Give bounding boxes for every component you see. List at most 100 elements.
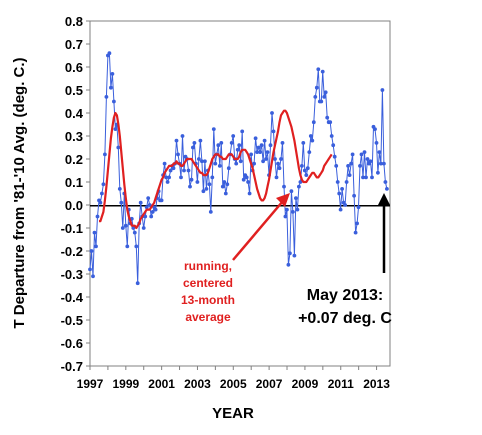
monthly-data-point — [168, 168, 173, 173]
monthly-data-point — [314, 85, 319, 90]
x-tick-marks — [89, 366, 378, 370]
monthly-data-point — [89, 249, 94, 253]
y-tick-label: 0.8 — [65, 14, 83, 29]
x-tick-label: 1997 — [77, 377, 104, 391]
monthly-data-point — [235, 147, 240, 152]
monthly-data-point — [283, 214, 288, 219]
monthly-data-point — [225, 182, 230, 187]
monthly-data-point — [120, 226, 125, 230]
monthly-data-point — [213, 161, 218, 166]
monthly-data-point — [355, 221, 359, 226]
monthly-data-point — [240, 129, 245, 134]
monthly-data-point — [331, 143, 336, 148]
monthly-data-point — [164, 175, 169, 180]
monthly-data-point — [370, 175, 374, 180]
monthly-data-point — [359, 152, 364, 157]
monthly-data-point — [349, 161, 353, 166]
monthly-data-point — [231, 134, 236, 138]
y-tick-marks — [86, 20, 90, 367]
x-tick-label: 2001 — [148, 377, 175, 391]
red-arrow-head — [276, 193, 290, 207]
monthly-data-point — [347, 173, 352, 178]
monthly-data-point — [256, 145, 261, 150]
monthly-data-point — [123, 223, 128, 228]
monthly-data-point — [307, 150, 312, 155]
monthly-data-point — [365, 157, 370, 161]
monthly-data-point — [162, 161, 167, 166]
monthly-data-point — [219, 141, 224, 145]
monthly-data-point — [171, 166, 176, 171]
monthly-data-point — [246, 180, 251, 184]
monthly-data-point — [125, 244, 130, 249]
annotation-line-2: centered — [183, 276, 233, 290]
y-tick-labels: 0.8 0.7 0.6 0.5 0.4 0.3 0.2 0.1 0.0 -0.1 -0.2 -0.3 -… — [61, 14, 84, 374]
x-tick-label: 2005 — [220, 377, 247, 391]
monthly-data-point — [167, 175, 172, 180]
monthly-data-point — [135, 281, 140, 286]
monthly-data-point — [150, 210, 155, 214]
monthly-data-point — [109, 85, 113, 90]
monthly-data-point — [252, 161, 256, 166]
monthly-data-point — [261, 159, 265, 164]
monthly-data-point — [211, 127, 216, 131]
monthly-data-point — [198, 138, 203, 143]
monthly-data-point — [343, 203, 347, 207]
monthly-data-point — [358, 164, 362, 168]
x-tick-label: 2013 — [363, 377, 390, 391]
monthly-data-point — [302, 168, 307, 173]
monthly-data-point — [304, 173, 309, 178]
monthly-data-point — [249, 152, 254, 157]
monthly-data-point — [325, 115, 330, 120]
monthly-data-point — [220, 184, 225, 189]
monthly-data-point — [271, 129, 276, 134]
monthly-data-point — [204, 187, 209, 191]
running-average-line — [99, 109, 333, 230]
monthly-data-point — [385, 187, 389, 191]
monthly-data-point — [285, 207, 289, 212]
monthly-data-point — [91, 274, 95, 279]
monthly-data-point — [320, 69, 325, 74]
y-tick-label: -0.7 — [61, 359, 83, 374]
monthly-data-point — [280, 141, 285, 145]
monthly-data-point — [305, 166, 310, 171]
y-tick-label: 0.3 — [65, 129, 83, 144]
monthly-data-point — [379, 161, 383, 166]
monthly-data-point — [112, 99, 116, 104]
monthly-data-point — [340, 187, 344, 191]
monthly-data-point — [346, 164, 350, 168]
monthly-data-point — [147, 203, 152, 207]
monthly-data-point — [352, 193, 356, 198]
latest-label-line-2: +0.07 deg. C — [298, 310, 392, 327]
monthly-data-point — [143, 214, 148, 219]
black-arrow-head — [378, 193, 390, 205]
monthly-data-point — [223, 191, 228, 196]
monthly-data-point — [113, 127, 118, 131]
latest-label-line-1: May 2013: — [307, 287, 384, 304]
monthly-data-point — [364, 175, 368, 180]
y-axis-title: T Departure from '81-'10 Avg. (deg. C.) — [11, 57, 28, 328]
monthly-data-point — [259, 143, 264, 148]
annotation-line-4: average — [185, 310, 231, 324]
x-axis-title: YEAR — [212, 405, 254, 422]
monthly-data-point — [310, 138, 315, 143]
monthly-data-point — [282, 184, 286, 189]
y-tick-label: -0.3 — [61, 267, 83, 282]
monthly-data-point — [149, 214, 154, 219]
monthly-data-point — [273, 157, 277, 161]
monthly-data-point — [134, 244, 139, 249]
monthly-data-point — [132, 230, 137, 235]
monthly-data-point — [322, 95, 327, 99]
monthly-data-point — [234, 161, 239, 166]
monthly-data-point — [295, 207, 300, 212]
monthly-data-point — [338, 207, 343, 212]
monthly-data-point — [262, 138, 267, 143]
monthly-data-point — [335, 180, 340, 184]
monthly-data-point — [382, 161, 386, 166]
monthly-data-point — [292, 253, 297, 258]
monthly-data-point — [279, 157, 283, 161]
y-tick-label: -0.4 — [61, 290, 84, 305]
y-tick-label: -0.6 — [61, 336, 83, 351]
monthly-data-point — [191, 145, 195, 150]
y-tick-label: -0.2 — [61, 244, 83, 259]
